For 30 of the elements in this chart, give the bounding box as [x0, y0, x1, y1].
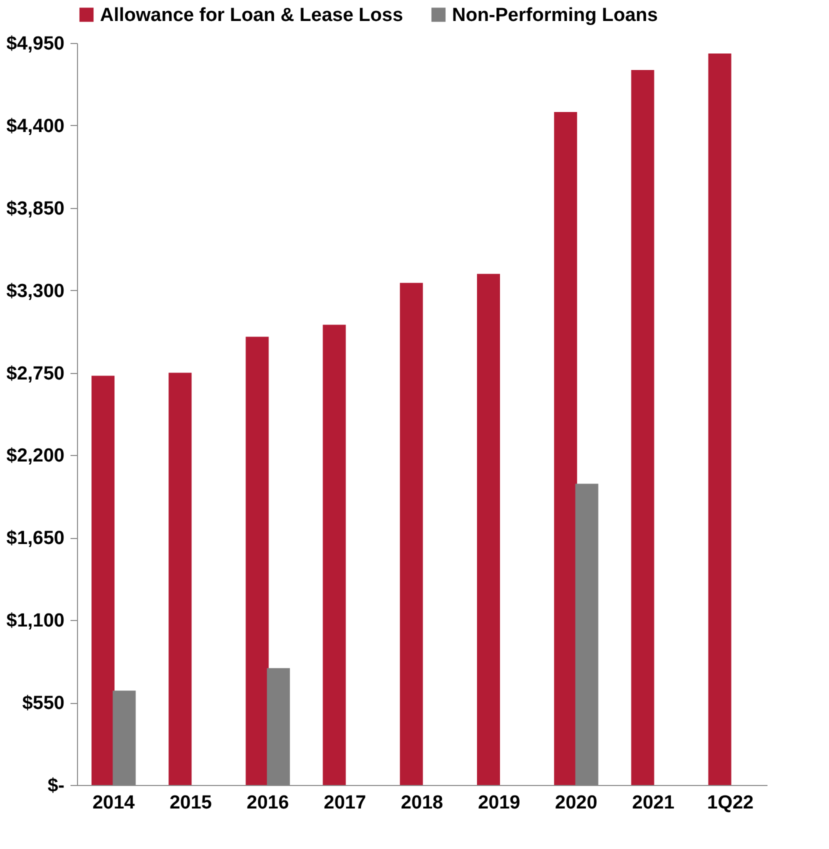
legend-label: Allowance for Loan & Lease Loss	[100, 4, 404, 26]
y-tick-label: $4,400	[6, 116, 64, 137]
y-tick-label: $1,100	[6, 610, 64, 632]
x-tick-label: 2019	[478, 792, 520, 814]
y-tick-label: $550	[22, 693, 64, 714]
y-tick-label: $-	[48, 776, 64, 796]
x-tick-label: 2015	[170, 792, 212, 814]
bar	[554, 112, 578, 785]
x-tick-label: 2014	[92, 792, 136, 814]
y-tick-label: $3,300	[6, 280, 64, 302]
bar	[631, 70, 654, 785]
bar	[400, 282, 423, 785]
bar	[708, 53, 732, 785]
y-tick-label: $2,200	[6, 446, 64, 467]
x-tick-label: 2021	[632, 792, 675, 814]
bar	[246, 336, 269, 785]
y-tick-label: $4,950	[6, 34, 64, 54]
y-tick-label: $3,850	[6, 198, 64, 220]
x-tick-label: 2016	[246, 792, 289, 814]
legend-label: Non-Performing Loans	[452, 4, 658, 26]
bar	[322, 324, 346, 785]
x-tick-label: 2020	[555, 792, 598, 814]
y-tick-label: $1,650	[6, 528, 64, 550]
x-tick-label: 1Q22	[707, 792, 754, 814]
bar	[476, 274, 500, 785]
y-tick-label: $2,750	[6, 363, 64, 384]
x-tick-label: 2017	[324, 792, 366, 814]
bar	[92, 376, 115, 785]
x-tick-label: 2018	[400, 792, 444, 814]
bar	[168, 372, 192, 785]
